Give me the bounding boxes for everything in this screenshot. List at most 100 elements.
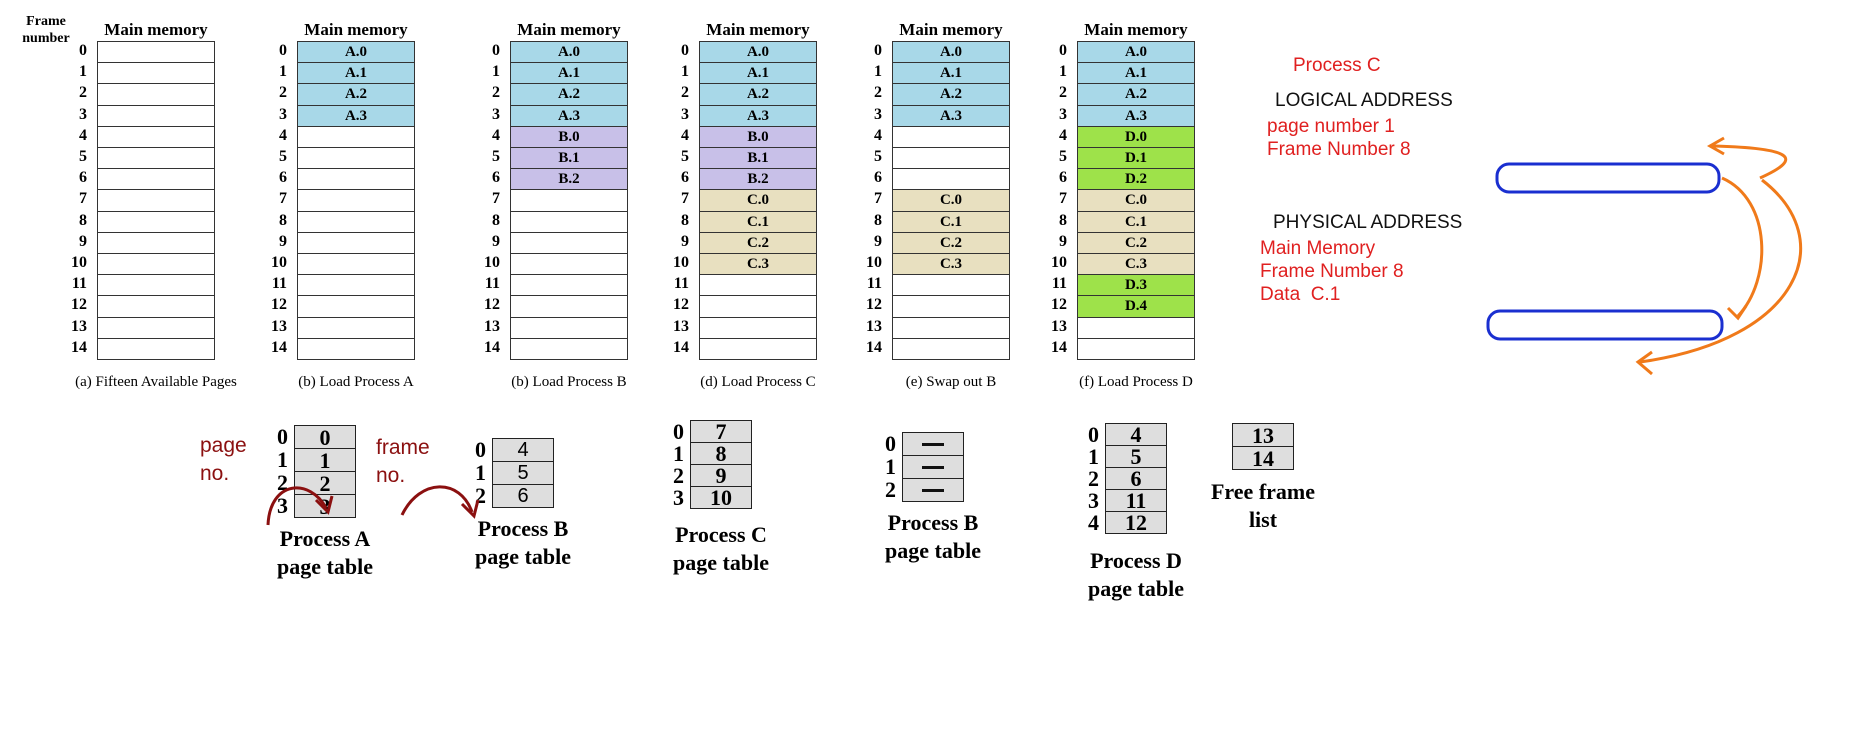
page-table-index: 3 xyxy=(277,493,288,518)
memory-frame xyxy=(892,295,1010,318)
frame-number: 4 xyxy=(1059,126,1067,144)
frame-number: 7 xyxy=(279,190,287,208)
page-table-title: Process B xyxy=(887,510,979,535)
frame-number: 5 xyxy=(1059,148,1067,165)
frame-number: 1 xyxy=(1059,63,1067,81)
memory-frame xyxy=(510,253,628,276)
page-table-title: Process A xyxy=(279,526,371,551)
memory-frame: A.1 xyxy=(510,62,628,85)
frame-number: 12 xyxy=(71,296,87,314)
frame-number: 0 xyxy=(279,42,287,59)
logical-frame-number: Frame Number 8 xyxy=(1267,139,1411,160)
page-table-entry: 6 xyxy=(1105,467,1167,490)
page-table-index: 2 xyxy=(885,477,896,502)
memory-frame xyxy=(892,168,1010,191)
page-table-index: 3 xyxy=(1088,488,1099,513)
memory-header: Main memory xyxy=(517,20,621,39)
page-no-label: page xyxy=(200,434,247,457)
frame-number: 6 xyxy=(681,169,689,187)
frame-no-label: frame xyxy=(376,436,430,459)
memory-frame: A.1 xyxy=(892,62,1010,85)
frame-number: 6 xyxy=(492,169,500,187)
frame-number: 10 xyxy=(71,254,87,271)
dash-icon xyxy=(922,443,944,447)
page-table-entry: 5 xyxy=(1105,445,1167,468)
memory-frame: B.0 xyxy=(510,125,628,148)
memory-frame xyxy=(297,210,415,233)
frame-number: 13 xyxy=(271,317,287,335)
page-table-index: 0 xyxy=(475,437,486,462)
frame-number: 4 xyxy=(681,126,689,144)
memory-caption: (f) Load Process D xyxy=(1079,374,1193,390)
memory-frame xyxy=(97,189,215,212)
frame-number: 10 xyxy=(271,254,287,271)
memory-frame xyxy=(297,316,415,339)
frame-number: 10 xyxy=(1051,254,1067,271)
frame-number: 2 xyxy=(874,84,882,102)
memory-frame xyxy=(892,274,1010,297)
page-table-subtitle: page table xyxy=(885,538,981,563)
memory-frame: D.3 xyxy=(1077,274,1195,297)
memory-frame: A.0 xyxy=(1077,41,1195,64)
frame-number: 13 xyxy=(866,317,882,335)
frame-number: 11 xyxy=(1051,275,1067,293)
page-table-index: 4 xyxy=(1088,510,1099,535)
page-table-index: 0 xyxy=(885,431,896,456)
memory-caption: (e) Swap out B xyxy=(905,374,997,390)
memory-frame xyxy=(97,147,215,170)
frame-number: 5 xyxy=(681,148,689,165)
page-table-index: 0 xyxy=(1088,422,1099,447)
frame-number: 11 xyxy=(673,275,689,293)
frame-number: 4 xyxy=(279,126,287,144)
free-frame-subtitle: list xyxy=(1248,507,1278,532)
frame-number: 0 xyxy=(1059,42,1067,59)
frame-number: 3 xyxy=(681,105,689,123)
page-table-entry: 4 xyxy=(1105,423,1167,446)
memory-frame: A.3 xyxy=(699,104,817,127)
page-table-index: 0 xyxy=(673,419,684,444)
page-table-entry xyxy=(902,455,964,479)
frame-number: 10 xyxy=(866,254,882,271)
frame-number: 4 xyxy=(79,126,87,144)
memory-header: Main memory xyxy=(706,20,810,39)
frame-number: 9 xyxy=(79,232,87,250)
frame-number: 13 xyxy=(484,317,500,335)
free-frame-title: Free frame xyxy=(1210,479,1316,504)
memory-frame: A.3 xyxy=(297,104,415,127)
frame-number: 12 xyxy=(673,296,689,314)
frame-number: 0 xyxy=(681,42,689,59)
frame-number: 14 xyxy=(673,338,689,356)
page-table-entry: 8 xyxy=(690,442,752,465)
frame-number: 7 xyxy=(79,190,87,208)
memory-frame xyxy=(297,147,415,170)
frame-number: 2 xyxy=(279,84,287,102)
frame-number: 3 xyxy=(79,105,87,123)
memory-frame xyxy=(297,168,415,191)
memory-frame: A.0 xyxy=(510,41,628,64)
frame-number: 1 xyxy=(681,63,689,81)
frame-number: 13 xyxy=(1051,317,1067,335)
memory-frame: A.0 xyxy=(699,41,817,64)
frame-number: 5 xyxy=(79,148,87,165)
page-number-label: page number 1 xyxy=(1267,116,1395,137)
page-table-index: 0 xyxy=(277,424,288,449)
memory-frame: D.0 xyxy=(1077,125,1195,148)
page-table-entry: 10 xyxy=(690,486,752,509)
frame-number: 9 xyxy=(492,232,500,250)
page-table-index: 1 xyxy=(885,454,896,479)
frame-number: 0 xyxy=(79,42,87,59)
memory-frame xyxy=(97,41,215,64)
memory-frame: C.0 xyxy=(699,189,817,212)
memory-frame xyxy=(1077,316,1195,339)
frame-no-label-2: no. xyxy=(376,464,406,487)
page-table-entry xyxy=(902,478,964,502)
page-table-index: 2 xyxy=(673,463,684,488)
memory-frame xyxy=(297,253,415,276)
memory-frame xyxy=(1077,337,1195,360)
process-c-label: Process C xyxy=(1293,55,1381,76)
memory-frame: C.1 xyxy=(699,210,817,233)
frame-number: 14 xyxy=(1051,338,1067,356)
memory-frame xyxy=(297,274,415,297)
frame-number: 8 xyxy=(874,211,882,229)
page-no-label-2: no. xyxy=(200,462,230,485)
